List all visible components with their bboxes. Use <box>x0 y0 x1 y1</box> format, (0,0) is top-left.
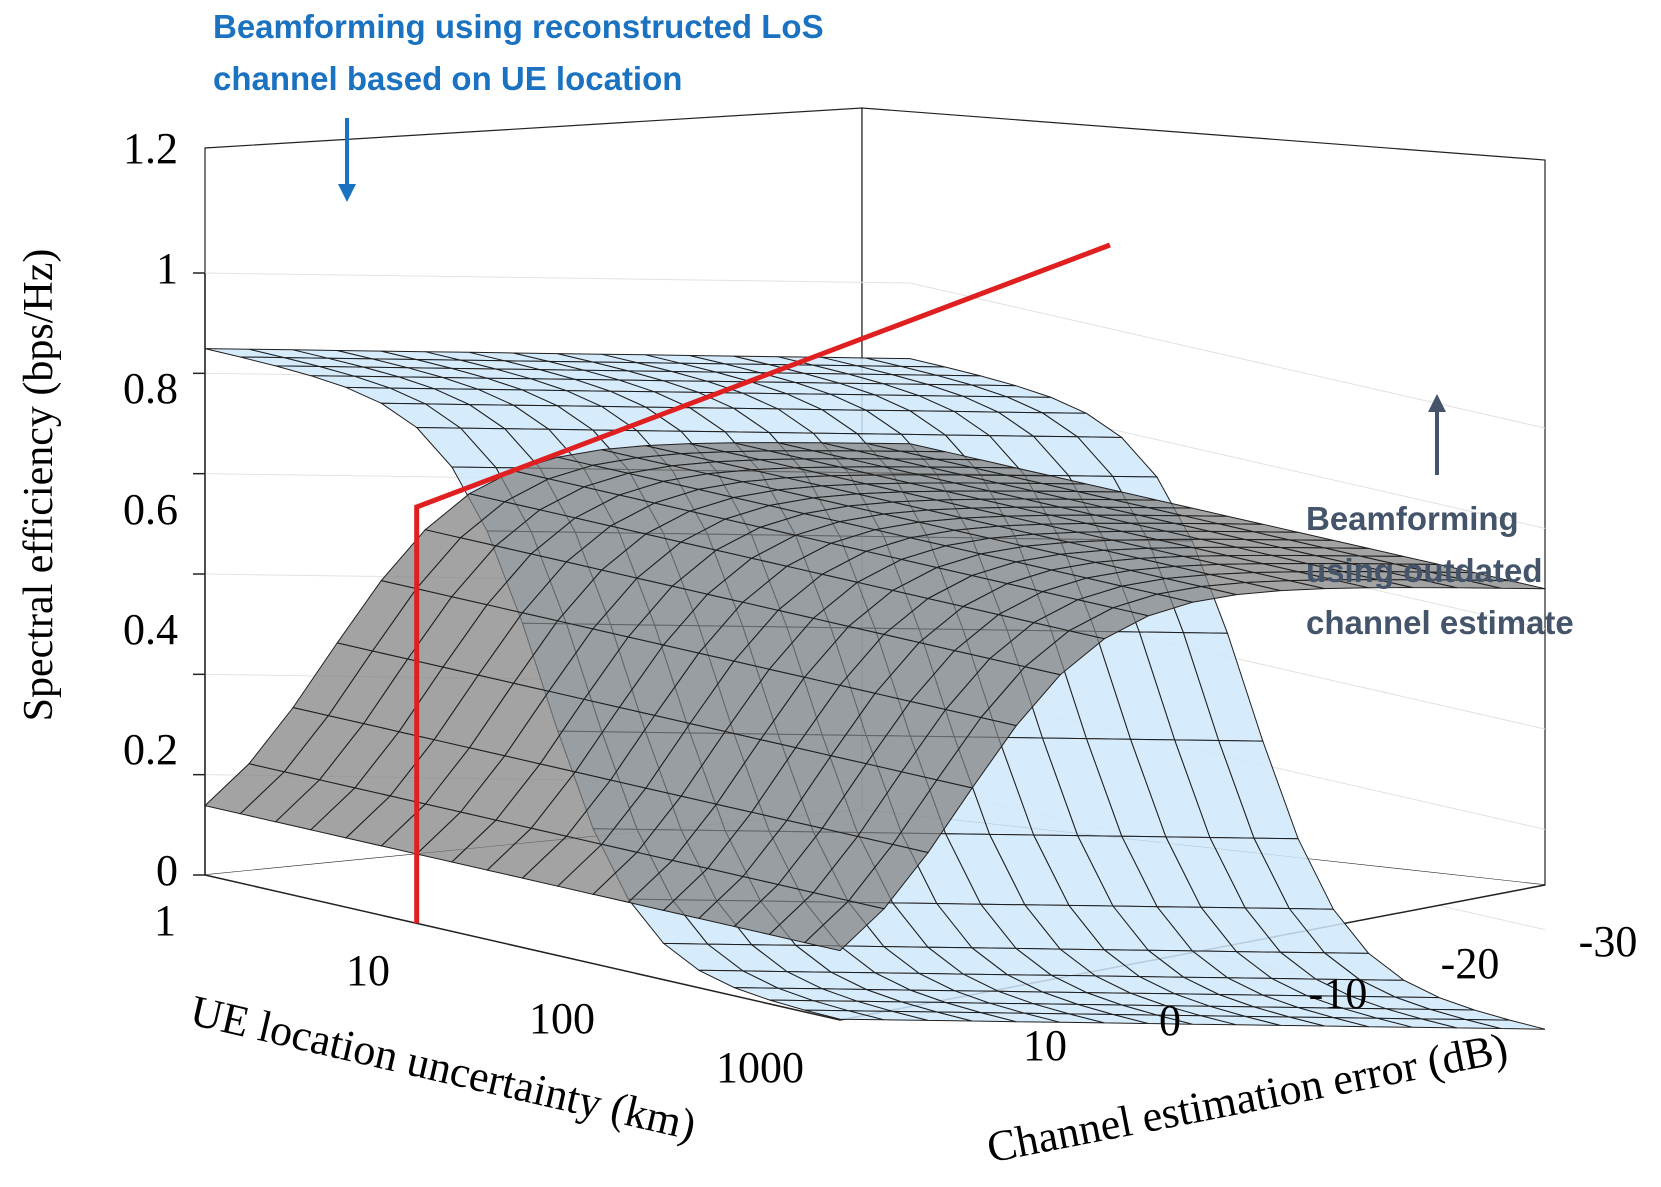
x-tick-label: 1 <box>154 896 176 945</box>
annotation-outdated: Beamforming using outdated channel estim… <box>1306 394 1574 641</box>
x-axis-line <box>204 874 841 1021</box>
los-surface-patch <box>1465 1019 1546 1030</box>
outdated-surface <box>203 442 1546 952</box>
x-tick-labels: 1 10 100 1000 <box>154 896 804 1092</box>
y-tick-labels: 10 0 -10 -20 -30 <box>1023 917 1637 1070</box>
annotation-outdated-line-1: Beamforming <box>1306 500 1519 537</box>
outdated-surface-patch <box>1465 579 1546 590</box>
x-tick-label: 100 <box>529 994 595 1043</box>
annotation-los-arrowhead <box>338 184 356 202</box>
z-tick-labels: 0 0.2 0.4 0.6 0.8 1 1.2 <box>123 124 178 895</box>
annotation-los: Beamforming using reconstructed LoS chan… <box>213 8 824 202</box>
annotation-outdated-line-2: using outdated <box>1306 552 1542 589</box>
x-axis-label: UE location uncertainty (km) <box>186 986 701 1150</box>
z-tick-label: 0.2 <box>123 725 178 774</box>
annotation-outdated-line-3: channel estimate <box>1306 604 1574 641</box>
z-tick-label: 0 <box>156 846 178 895</box>
annotation-los-line-2: channel based on UE location <box>213 60 682 97</box>
y-tick-label: -10 <box>1309 969 1368 1018</box>
y-tick-label: -20 <box>1441 939 1500 988</box>
z-tick-label: 0.4 <box>123 605 178 654</box>
grid-line <box>204 272 911 284</box>
annotation-outdated-arrowhead <box>1428 394 1446 412</box>
z-tick-marks <box>193 272 206 876</box>
red-marker-line <box>414 242 1111 924</box>
x-tick-label: 1000 <box>716 1043 804 1092</box>
z-tick-label: 0.6 <box>123 485 178 534</box>
z-axis-label: Spectral efficiency (bps/Hz) <box>16 249 62 722</box>
y-tick-label: 0 <box>1159 996 1181 1045</box>
annotation-los-line-1: Beamforming using reconstructed LoS <box>213 8 824 45</box>
z-tick-label: 0.8 <box>123 364 178 413</box>
z-tick-label: 1 <box>156 244 178 293</box>
z-tick-label: 1.2 <box>123 124 178 173</box>
x-tick-label: 10 <box>346 946 390 995</box>
y-tick-label: 10 <box>1023 1021 1067 1070</box>
y-tick-label: -30 <box>1579 917 1638 966</box>
